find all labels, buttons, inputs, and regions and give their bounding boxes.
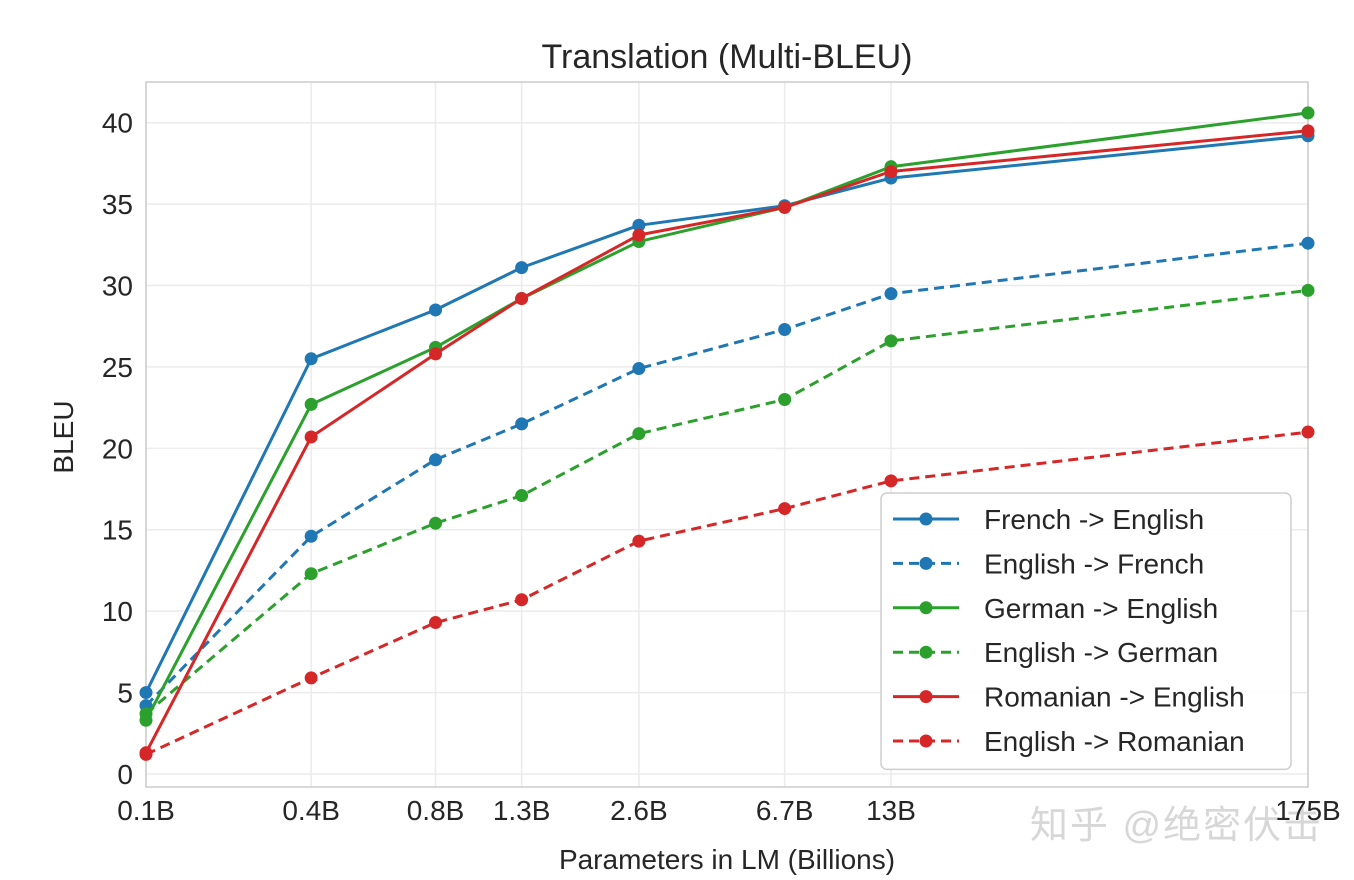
x-tick-label: 13B xyxy=(866,795,916,826)
y-tick-label: 30 xyxy=(102,271,133,302)
data-point xyxy=(304,567,318,581)
data-point xyxy=(429,453,443,467)
series-line xyxy=(144,241,1309,707)
data-point xyxy=(429,303,443,317)
legend-label: English -> German xyxy=(984,637,1218,668)
series-3 xyxy=(139,283,1315,721)
x-tick-label: 1.3B xyxy=(493,795,551,826)
data-point xyxy=(515,417,529,431)
y-tick-label: 40 xyxy=(102,108,133,139)
legend: French -> English English -> French German… xyxy=(880,492,1292,771)
y-tick-label: 5 xyxy=(117,678,133,709)
legend-marker xyxy=(919,734,933,748)
legend-entry: English -> French xyxy=(893,548,1204,579)
y-tick-label: 0 xyxy=(117,759,133,790)
legend-entry: Romanian -> English xyxy=(893,682,1245,713)
legend-marker xyxy=(919,645,933,659)
data-point xyxy=(304,430,318,444)
legend-box xyxy=(880,492,1292,771)
legend-marker xyxy=(919,512,933,526)
data-point xyxy=(1301,124,1315,138)
x-tick-labels: 0.1B 0.4B 0.8B 1.3B 2.6B 6.7B 13B 175B xyxy=(117,795,1341,826)
y-tick-label: 20 xyxy=(102,433,133,464)
data-point xyxy=(632,228,646,242)
data-point xyxy=(1301,236,1315,250)
data-point xyxy=(632,218,646,232)
legend-marker xyxy=(919,690,933,704)
x-tick-label: 0.1B xyxy=(117,795,175,826)
data-point xyxy=(632,534,646,548)
series-line xyxy=(144,111,1309,721)
x-tick-label: 2.6B xyxy=(610,795,668,826)
data-point xyxy=(884,474,898,488)
y-tick-label: 10 xyxy=(102,596,133,627)
data-point xyxy=(632,427,646,441)
series-1 xyxy=(139,236,1315,713)
data-point xyxy=(778,392,792,406)
data-point xyxy=(429,616,443,630)
legend-label: German -> English xyxy=(984,593,1218,624)
data-point xyxy=(515,593,529,607)
data-point xyxy=(515,292,529,306)
data-point xyxy=(778,322,792,336)
data-point xyxy=(304,529,318,543)
data-point xyxy=(139,707,153,721)
data-point xyxy=(429,516,443,530)
legend-label: French -> English xyxy=(984,504,1204,535)
legend-entry: English -> Romanian xyxy=(893,726,1245,757)
data-point xyxy=(304,352,318,366)
y-axis-label: BLEU xyxy=(48,400,79,473)
data-point xyxy=(304,397,318,411)
y-tick-label: 35 xyxy=(102,189,133,220)
y-tick-label: 25 xyxy=(102,352,133,383)
series-line xyxy=(145,430,1309,756)
watermark-text: 知乎 @绝密伏击 xyxy=(1030,805,1323,847)
x-axis-label: Parameters in LM (Billions) xyxy=(559,844,895,875)
data-point xyxy=(884,287,898,301)
data-point xyxy=(884,165,898,179)
legend-marker xyxy=(919,601,933,615)
x-tick-label: 0.8B xyxy=(407,795,465,826)
data-point xyxy=(515,489,529,503)
legend-label: English -> Romanian xyxy=(984,726,1245,757)
data-point xyxy=(1301,106,1315,120)
data-point xyxy=(515,261,529,275)
x-tick-label: 175B xyxy=(1275,795,1340,826)
data-point xyxy=(429,347,443,361)
series-line xyxy=(144,134,1309,694)
data-point xyxy=(632,362,646,376)
data-point xyxy=(1301,283,1315,297)
series-group xyxy=(139,106,1315,761)
legend-entry: French -> English xyxy=(893,504,1204,535)
data-point xyxy=(778,200,792,214)
chart-title: Translation (Multi-BLEU) xyxy=(542,38,913,76)
series-line xyxy=(144,129,1309,754)
legend-marker xyxy=(919,556,933,570)
data-point xyxy=(139,747,153,761)
data-point xyxy=(139,686,153,700)
x-tick-label: 0.4B xyxy=(282,795,340,826)
legend-entry: English -> German xyxy=(893,637,1218,668)
series-line xyxy=(145,288,1309,715)
x-tick-label: 6.7B xyxy=(756,795,814,826)
legend-entry: German -> English xyxy=(893,593,1218,624)
legend-label: English -> French xyxy=(984,548,1204,579)
series-5 xyxy=(139,425,1315,761)
data-point xyxy=(884,334,898,348)
data-point xyxy=(778,502,792,516)
data-point xyxy=(1301,425,1315,439)
data-point xyxy=(304,671,318,685)
legend-label: Romanian -> English xyxy=(984,682,1245,713)
y-tick-labels: 0 5 10 15 20 25 30 35 40 xyxy=(102,108,133,790)
y-tick-label: 15 xyxy=(102,515,133,546)
